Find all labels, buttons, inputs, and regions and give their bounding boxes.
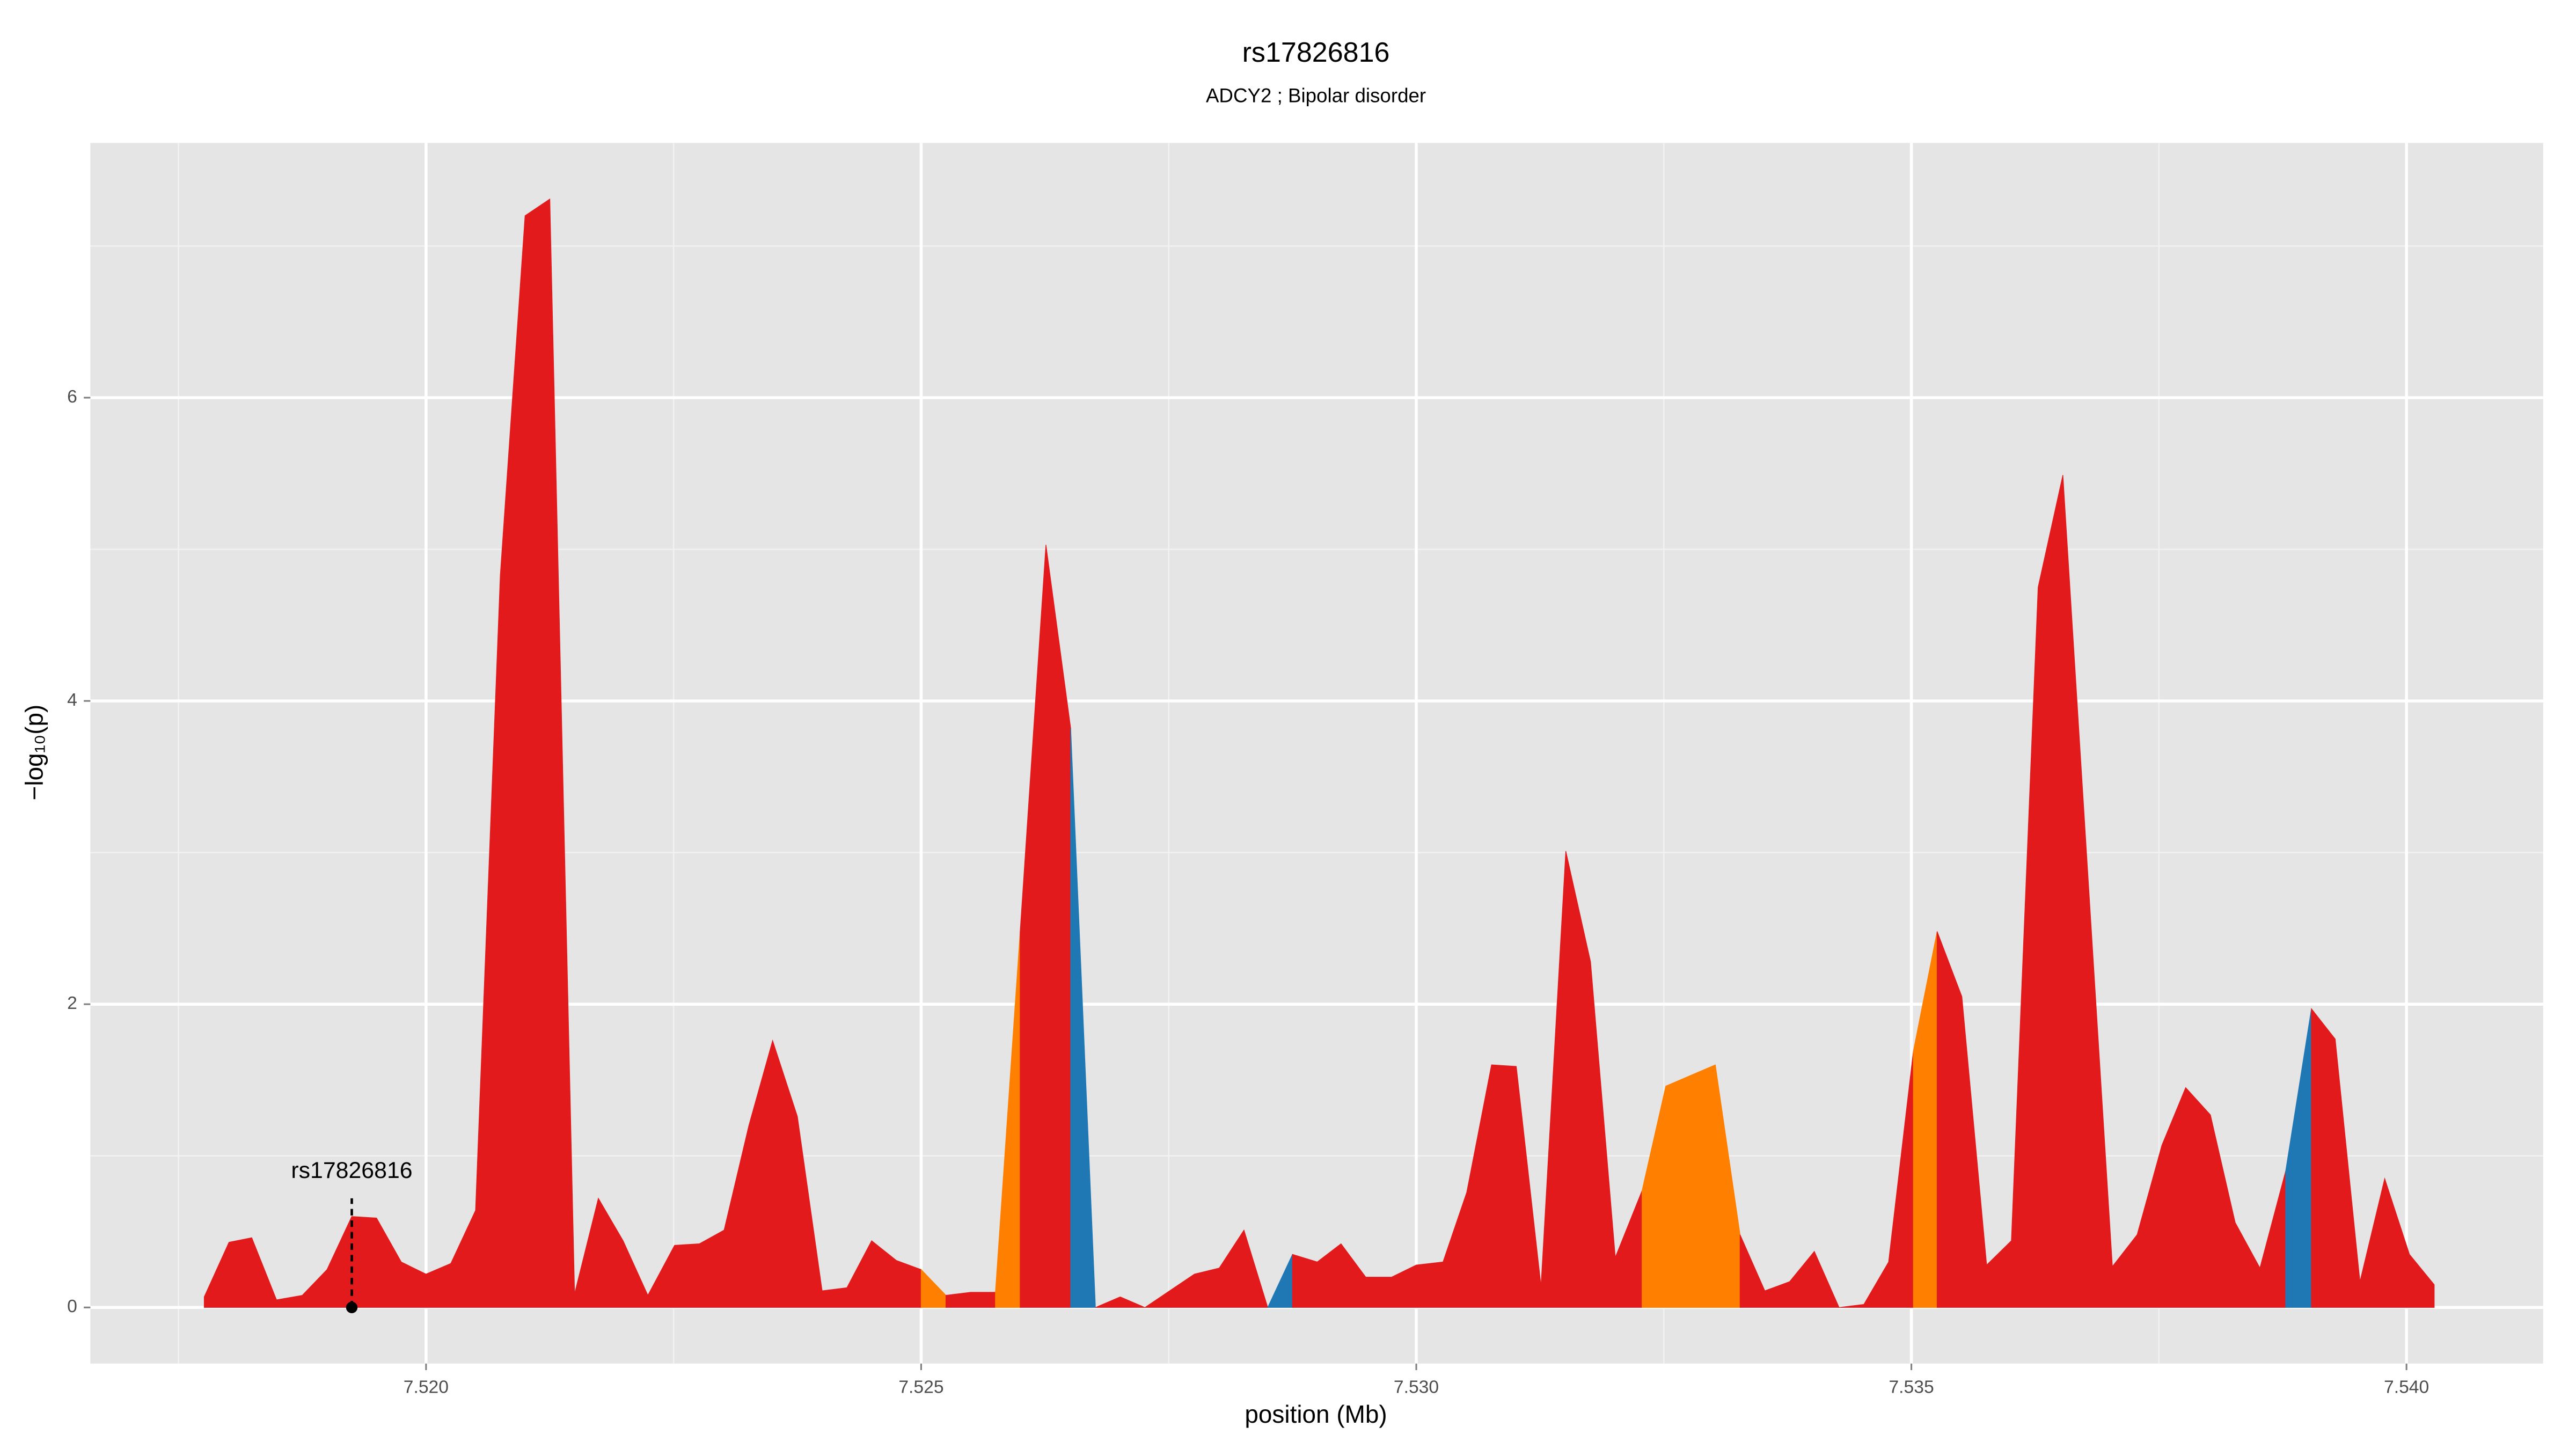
x-tick-label: 7.535 bbox=[1889, 1378, 1934, 1397]
area-segment bbox=[2311, 1007, 2435, 1308]
chart-title: rs17826816 bbox=[1242, 37, 1390, 68]
y-axis-label: −log₁₀(p) bbox=[20, 705, 48, 801]
area-segment bbox=[203, 198, 922, 1308]
x-tick-label: 7.530 bbox=[1394, 1378, 1439, 1397]
area-segment bbox=[1095, 1229, 1269, 1308]
area-segment bbox=[945, 1292, 996, 1308]
area-segment bbox=[1070, 728, 1096, 1308]
annotation-label: rs17826816 bbox=[291, 1158, 412, 1183]
y-tick-label: 0 bbox=[67, 1297, 77, 1316]
y-tick-label: 6 bbox=[67, 387, 77, 407]
x-tick-label: 7.540 bbox=[2384, 1378, 2429, 1397]
chart-subtitle: ADCY2 ; Bipolar disorder bbox=[1206, 84, 1426, 106]
y-tick-label: 4 bbox=[67, 690, 77, 710]
x-tick-label: 7.520 bbox=[404, 1378, 449, 1397]
x-axis-label: position (Mb) bbox=[1245, 1400, 1387, 1428]
area-segment bbox=[1292, 851, 1643, 1308]
x-tick-label: 7.525 bbox=[898, 1378, 943, 1397]
y-tick-label: 2 bbox=[67, 993, 77, 1013]
annotation-point bbox=[346, 1301, 358, 1313]
area-segment bbox=[1020, 544, 1071, 1308]
area-segment bbox=[1936, 474, 2286, 1308]
